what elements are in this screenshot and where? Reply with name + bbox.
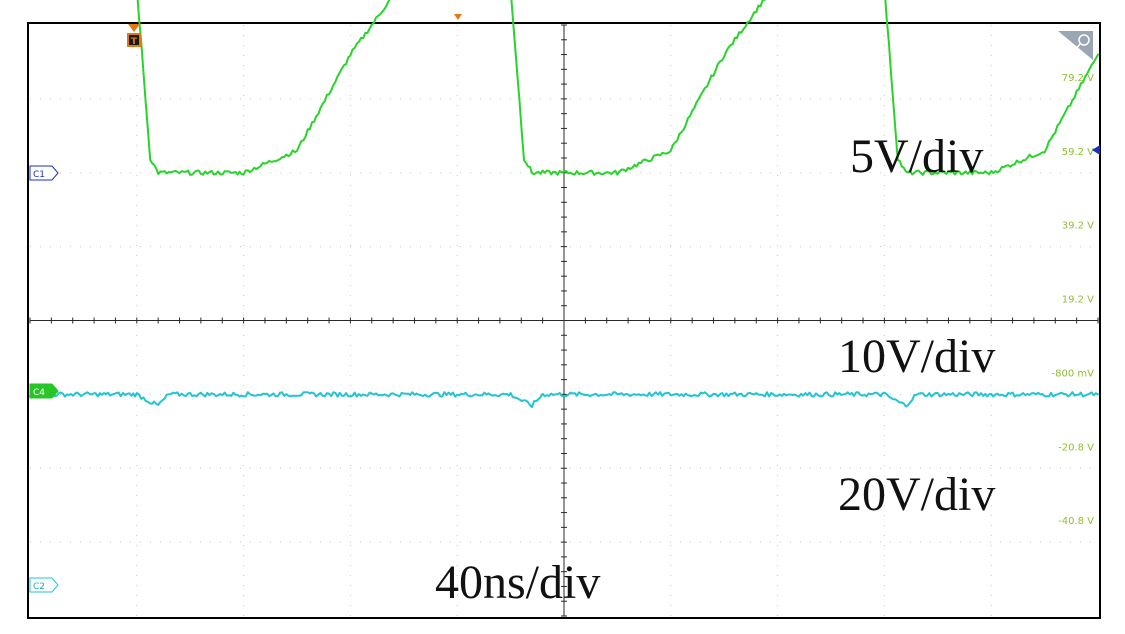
channel-tag-c2-label: C2 — [33, 582, 45, 592]
scale-label: 79.2 V — [1062, 73, 1094, 84]
zoom-icon[interactable] — [1058, 31, 1093, 60]
channel-tag-c2[interactable]: C2 — [29, 577, 59, 593]
annotation-c4-scale: 10V/div — [838, 330, 995, 383]
trigger-position-icon — [454, 14, 462, 20]
channel-tag-c4[interactable]: C4 — [29, 383, 59, 399]
scale-label: 39.2 V — [1062, 221, 1094, 232]
scale-label: -20.8 V — [1058, 442, 1094, 453]
level-arrow-icon[interactable] — [1092, 145, 1100, 155]
scale-labels: 79.2 V 59.2 V 39.2 V 19.2 V -800 mV -20.8 V -4… — [1052, 73, 1095, 527]
annotation-c1-scale: 5V/div — [850, 130, 983, 183]
waveform-traces — [29, 0, 1099, 408]
annotation-time-scale: 40ns/div — [435, 556, 600, 609]
trace-c2 — [29, 391, 1099, 408]
channel-tag-c1-label: C1 — [33, 170, 45, 180]
trigger-marker-icon[interactable]: T — [127, 24, 141, 47]
scale-label: 19.2 V — [1062, 295, 1094, 306]
scale-label: 59.2 V — [1062, 147, 1094, 158]
trigger-marker-label: T — [131, 37, 138, 47]
scale-label: -800 mV — [1052, 368, 1095, 379]
trace-c4 — [136, 0, 1099, 176]
annotation-c2-scale: 20V/div — [838, 468, 995, 521]
scale-label: -40.8 V — [1058, 516, 1094, 527]
channel-tag-c4-label: C4 — [33, 388, 45, 398]
channel-tag-c1[interactable]: C1 — [29, 165, 59, 181]
